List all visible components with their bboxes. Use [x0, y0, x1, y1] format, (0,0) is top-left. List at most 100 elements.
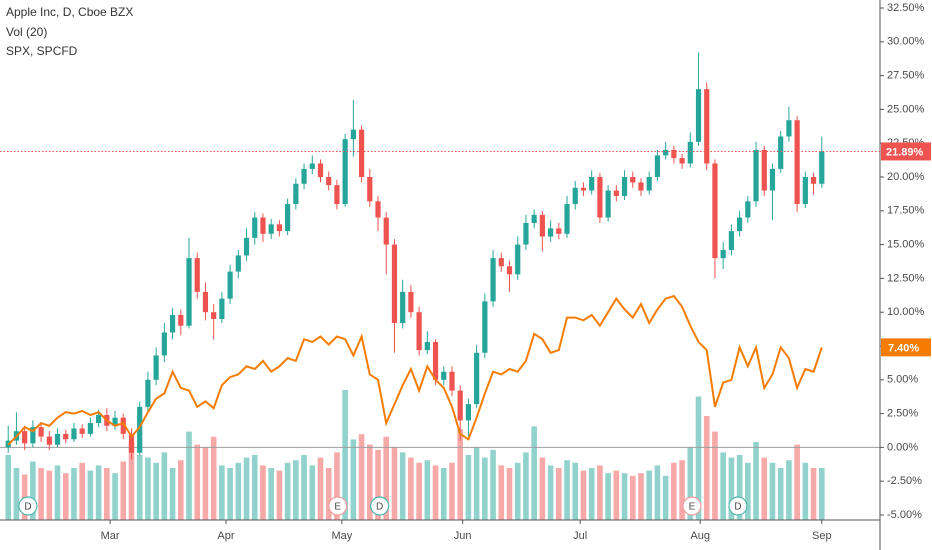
volume-bar	[169, 468, 176, 520]
candle-body	[695, 89, 702, 142]
y-tick-label: -5.00%	[887, 509, 922, 521]
volume-bar	[153, 462, 159, 520]
volume-bar	[71, 468, 77, 520]
candle-body	[161, 332, 167, 356]
y-tick-label: 5.00%	[887, 374, 918, 386]
volume-bar	[408, 457, 414, 520]
volume-bar	[186, 431, 192, 520]
candle-body	[580, 187, 587, 191]
candle-body	[457, 390, 463, 421]
volume-bar	[745, 462, 751, 520]
volume-bar	[761, 457, 768, 520]
y-tick-label: 20.00%	[887, 171, 925, 183]
event-marker	[682, 496, 702, 516]
volume-bar	[104, 468, 110, 520]
candle-body	[786, 120, 792, 137]
volume-bar	[777, 468, 784, 520]
volume-bar	[120, 461, 127, 520]
candle-body	[350, 129, 356, 140]
candle-body	[358, 129, 365, 177]
volume-bar	[613, 470, 620, 520]
candle-body	[22, 431, 28, 444]
volume-bar	[728, 457, 735, 520]
volume-bar	[605, 473, 611, 520]
volume-bar	[350, 439, 357, 520]
candle-body	[539, 214, 545, 237]
volume-bar	[769, 462, 776, 520]
candle-body	[317, 163, 324, 177]
volume-bar	[399, 452, 406, 520]
volume-bar	[556, 468, 562, 520]
candle-body	[819, 151, 825, 184]
volume-bar	[523, 452, 529, 520]
volume-bar	[334, 452, 340, 520]
candle-body	[745, 201, 751, 218]
volume-bar	[736, 455, 743, 520]
candle-body	[326, 177, 332, 186]
volume-bar	[654, 465, 661, 520]
candle-body	[219, 298, 225, 319]
volume-bar	[128, 442, 135, 520]
event-marker	[370, 496, 390, 516]
candle-body	[87, 423, 93, 434]
volume-bar	[432, 465, 439, 520]
candle-body	[679, 158, 685, 164]
volume-bar	[30, 461, 36, 520]
x-tick-label: Apr	[217, 530, 234, 542]
price-label: 21.89%	[886, 146, 924, 158]
candle-body	[46, 436, 52, 445]
x-tick-label: Jun	[454, 530, 472, 542]
volume-bar	[251, 455, 258, 520]
volume-bar	[375, 449, 381, 520]
volume-bar	[473, 447, 480, 520]
y-tick-label: 32.50%	[887, 2, 925, 14]
candle-body	[79, 428, 85, 434]
x-tick-label: Jul	[573, 530, 587, 542]
volume-bar	[638, 473, 644, 520]
volume-bar	[309, 465, 316, 520]
event-marker	[328, 496, 348, 516]
x-tick-label: May	[331, 530, 352, 542]
candle-body	[802, 177, 808, 205]
candle-body	[613, 190, 619, 196]
candle-body	[663, 149, 669, 156]
candle-body	[285, 204, 291, 232]
candle-body	[432, 341, 439, 380]
candle-body	[646, 177, 652, 191]
event-label: D	[734, 502, 741, 513]
candle-body	[474, 352, 480, 405]
candle-body	[178, 314, 184, 326]
volume-bar	[695, 396, 702, 520]
candle-body	[268, 224, 274, 234]
candle-body	[112, 417, 118, 426]
volume-bar	[54, 465, 61, 520]
volume-bar	[227, 468, 233, 520]
candle-body	[96, 414, 102, 424]
candle-body	[153, 355, 159, 380]
candle-body	[523, 222, 529, 245]
candle-body	[211, 312, 217, 319]
volume-bar	[588, 468, 595, 520]
volume-bar	[301, 455, 307, 520]
candle-body	[342, 139, 348, 205]
candle-body	[704, 89, 710, 164]
y-tick-label: 10.00%	[887, 306, 925, 318]
candle-body	[120, 417, 126, 434]
candle-body	[515, 244, 521, 275]
y-tick-label: 25.00%	[887, 103, 925, 115]
candle-body	[547, 228, 554, 237]
candle-body	[564, 204, 570, 234]
candle-body	[728, 231, 734, 251]
volume-bar	[531, 426, 537, 520]
candle-body	[375, 201, 381, 218]
y-tick-label: 30.00%	[887, 36, 925, 48]
volume-bar	[498, 465, 505, 520]
candle-body	[441, 371, 447, 380]
volume-bar	[342, 390, 348, 520]
candle-body	[654, 155, 661, 177]
volume-bar	[449, 462, 455, 520]
candle-body	[293, 183, 299, 205]
volume-bar	[136, 455, 143, 520]
chart-title: Apple Inc, D, Cboe BZX	[6, 5, 133, 19]
